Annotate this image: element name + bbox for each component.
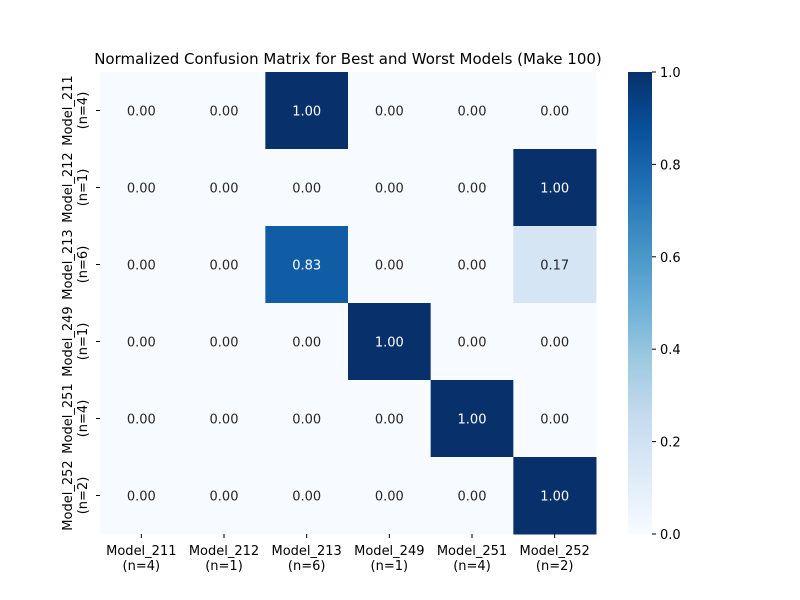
- heatmap-cell: [430, 226, 514, 304]
- heatmap-cell: [513, 303, 597, 381]
- heatmap-cell: [182, 303, 266, 381]
- cell-value-label: 0.00: [458, 336, 487, 351]
- heatmap-cell: [100, 149, 184, 227]
- cell-value-label: 0.00: [210, 413, 239, 428]
- cell-value-label: 0.17: [540, 259, 569, 274]
- heatmap-cell: [430, 457, 514, 535]
- heatmap-cell: [348, 72, 432, 150]
- y-tick-label: Model_249(n=1): [61, 306, 91, 376]
- heatmap-cell: [348, 380, 432, 458]
- colorbar-tick-label: 0.0: [660, 528, 681, 543]
- cell-value-label: 0.00: [458, 182, 487, 197]
- cell-value-label: 0.00: [375, 259, 404, 274]
- cell-value-label: 0.00: [375, 182, 404, 197]
- heatmap-cell: [265, 149, 349, 227]
- heatmap-cell: [100, 457, 184, 535]
- cell-value-label: 0.00: [210, 259, 239, 274]
- heatmap-cell: [348, 149, 432, 227]
- cell-value-label: 0.00: [127, 182, 156, 197]
- x-tick-label: Model_252 (n=2): [519, 544, 589, 574]
- cell-annotations: 0.00 0.00 1.00 0.00 0.00 0.00 0.00 0.00 0.00 0.00…: [127, 105, 569, 505]
- heatmap-cell: [265, 457, 349, 535]
- cell-value-label: 1.00: [458, 413, 487, 428]
- cell-value-label: 1.00: [375, 336, 404, 351]
- cell-value-label: 0.00: [292, 490, 321, 505]
- heatmap-cell: [100, 72, 184, 150]
- x-tick-label: Model_211 (n=4): [106, 544, 176, 574]
- cell-value-label: 0.00: [540, 413, 569, 428]
- heatmap-cell: [182, 72, 266, 150]
- heatmap-cell: [182, 226, 266, 304]
- cell-value-label: 0.00: [375, 490, 404, 505]
- heatmap-cell: [430, 303, 514, 381]
- heatmap-cell: [513, 226, 597, 304]
- y-tick-label: Model_251(n=4): [61, 383, 91, 453]
- x-tick-label: Model_249 (n=1): [354, 544, 424, 574]
- heatmap-cell: [182, 380, 266, 458]
- heatmap-cell: [265, 226, 349, 304]
- y-tick-label: Model_252(n=2): [61, 460, 91, 530]
- y-tick-label: Model_211(n=4): [61, 75, 91, 145]
- y-tick-label: Model_212(n=1): [61, 152, 91, 222]
- heatmap-cell: [513, 149, 597, 227]
- cell-value-label: 0.00: [292, 413, 321, 428]
- heatmap-cell: [265, 380, 349, 458]
- heatmap-cell: [182, 149, 266, 227]
- cell-value-label: 0.00: [210, 490, 239, 505]
- cell-value-label: 0.83: [292, 259, 321, 274]
- colorbar-tick-label: 1.0: [660, 66, 681, 81]
- x-tick-label: Model_251 (n=4): [437, 544, 507, 574]
- colorbar-tick-label: 0.2: [660, 436, 681, 451]
- y-tick-label: Model_213(n=6): [61, 229, 91, 299]
- heatmap-cells: [100, 72, 597, 535]
- cell-value-label: 0.00: [540, 336, 569, 351]
- cell-value-label: 0.00: [210, 182, 239, 197]
- heatmap-cell: [348, 303, 432, 381]
- cell-value-label: 0.00: [292, 182, 321, 197]
- colorbar-gradient: [628, 72, 652, 534]
- cell-value-label: 0.00: [540, 105, 569, 120]
- heatmap-cell: [100, 303, 184, 381]
- x-tick-label: Model_213 (n=6): [271, 544, 341, 574]
- cell-value-label: 1.00: [540, 490, 569, 505]
- heatmap-cell: [100, 380, 184, 458]
- heatmap-cell: [513, 72, 597, 150]
- heatmap-cell: [430, 380, 514, 458]
- cell-value-label: 0.00: [458, 490, 487, 505]
- y-axis: Model_211(n=4) Model_212(n=1) Model_213(n=…: [61, 75, 100, 531]
- cell-value-label: 0.00: [292, 336, 321, 351]
- heatmap-cell: [100, 226, 184, 304]
- cell-value-label: 1.00: [540, 182, 569, 197]
- cell-value-label: 0.00: [210, 336, 239, 351]
- cell-value-label: 0.00: [458, 105, 487, 120]
- heatmap-cell: [348, 457, 432, 535]
- colorbar-tick-label: 0.8: [660, 158, 681, 173]
- x-tick-label: Model_212 (n=1): [189, 544, 259, 574]
- cell-value-label: 0.00: [375, 413, 404, 428]
- cell-value-label: 0.00: [375, 105, 404, 120]
- cell-value-label: 1.00: [292, 105, 321, 120]
- x-axis: Model_211 (n=4) Model_212 (n=1) Model_213 (n=…: [106, 534, 590, 574]
- cell-value-label: 0.00: [458, 259, 487, 274]
- heatmap-cell: [265, 303, 349, 381]
- cell-value-label: 0.00: [127, 259, 156, 274]
- heatmap-cell: [513, 457, 597, 535]
- colorbar-tick-label: 0.4: [660, 343, 681, 358]
- cell-value-label: 0.00: [127, 490, 156, 505]
- cell-value-label: 0.00: [127, 336, 156, 351]
- heatmap-cell: [430, 72, 514, 150]
- colorbar-tick-label: 0.6: [660, 251, 681, 266]
- cell-value-label: 0.00: [210, 105, 239, 120]
- heatmap-cell: [182, 457, 266, 535]
- heatmap-cell: [430, 149, 514, 227]
- chart-title: Normalized Confusion Matrix for Best and…: [94, 50, 602, 68]
- cell-value-label: 0.00: [127, 413, 156, 428]
- cell-value-label: 0.00: [127, 105, 156, 120]
- heatmap-cell: [348, 226, 432, 304]
- heatmap-cell: [265, 72, 349, 150]
- colorbar: 0.0 0.2 0.4 0.6 0.8 1.0: [628, 66, 681, 543]
- heatmap-cell: [513, 380, 597, 458]
